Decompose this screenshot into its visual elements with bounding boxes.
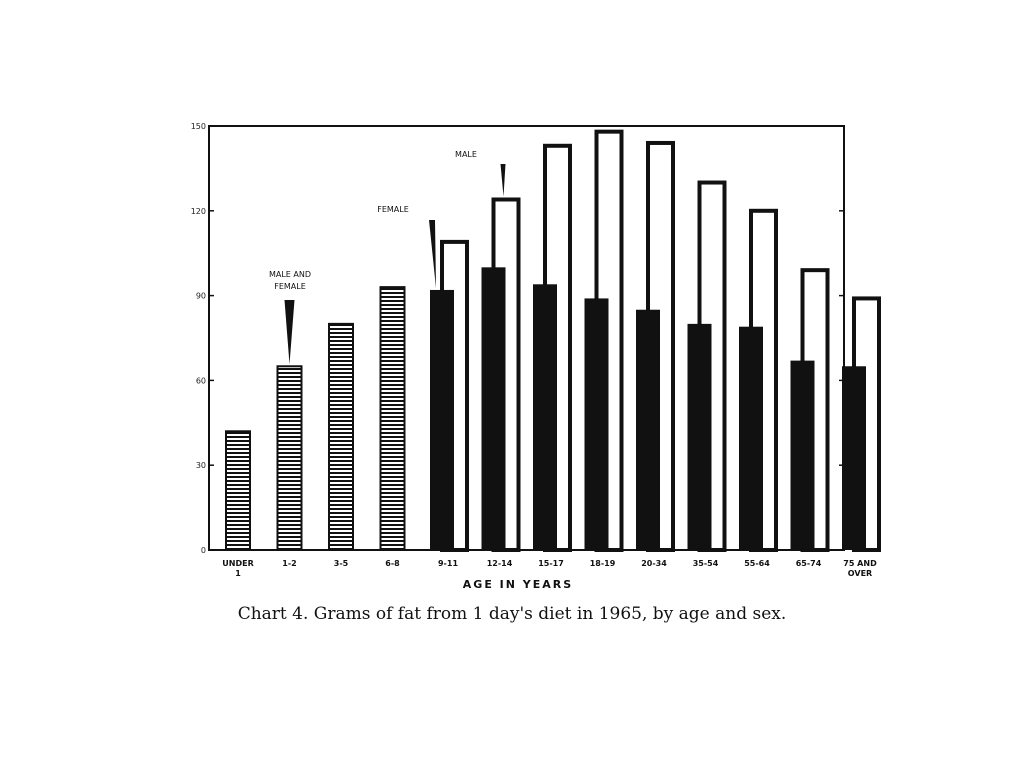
plot-frame <box>208 125 845 551</box>
x-tick-label: 75 AND <box>843 559 877 568</box>
bar-male-and-female <box>328 322 354 551</box>
annotation-female: FEMALE <box>377 205 409 214</box>
annotation-pointer <box>500 164 506 197</box>
bar-female <box>430 289 454 550</box>
bars <box>225 129 881 553</box>
x-tick-label: 35-54 <box>693 559 719 568</box>
x-tick-label: 18-19 <box>590 559 616 568</box>
x-tick-label: UNDER <box>222 559 253 568</box>
annotation-male-and-female: MALE AND FEMALE <box>269 270 311 291</box>
bar-male-and-female <box>276 365 303 551</box>
bar-female <box>687 323 712 550</box>
bar-male-and-female <box>225 430 251 551</box>
bar-female <box>842 366 866 550</box>
y-tick-label: 60 <box>196 376 206 385</box>
annotation-pointer <box>429 220 436 288</box>
y-tick-label: 120 <box>191 207 206 216</box>
y-tick-label: 150 <box>191 122 206 131</box>
x-tick-label: 12-14 <box>487 559 513 568</box>
annotations: MALE AND FEMALE FEMALE MALE <box>269 150 506 365</box>
bar-female <box>790 360 815 550</box>
x-tick-label: 3-5 <box>334 559 349 568</box>
x-tick-label: 65-74 <box>796 559 822 568</box>
y-tick-label: 0 <box>201 546 206 555</box>
bar-female <box>739 326 763 550</box>
x-tick-label: OVER <box>848 569 872 578</box>
chart-caption: Chart 4. Grams of fat from 1 day's diet … <box>237 604 787 624</box>
y-axis: 0 30 60 90 120 150 <box>191 122 844 555</box>
bar-female <box>636 309 660 550</box>
x-tick-label: 1 <box>235 569 241 578</box>
annotation-male: MALE <box>455 150 477 159</box>
bar-female <box>533 284 557 550</box>
bar-female <box>481 267 506 550</box>
x-tick-label: 20-34 <box>641 559 667 568</box>
y-tick-label: 90 <box>196 292 206 301</box>
bar-male-and-female <box>379 286 406 551</box>
x-tick-label: 1-2 <box>282 559 296 568</box>
bar-female <box>584 298 609 550</box>
y-tick-label: 30 <box>196 461 206 470</box>
annotation-pointer <box>284 300 295 365</box>
x-axis-label: AGE IN YEARS <box>463 578 573 591</box>
x-tick-label: 6-8 <box>385 559 400 568</box>
x-tick-label: 15-17 <box>538 559 564 568</box>
x-tick-label: 55-64 <box>744 559 770 568</box>
x-tick-label: 9-11 <box>438 559 458 568</box>
